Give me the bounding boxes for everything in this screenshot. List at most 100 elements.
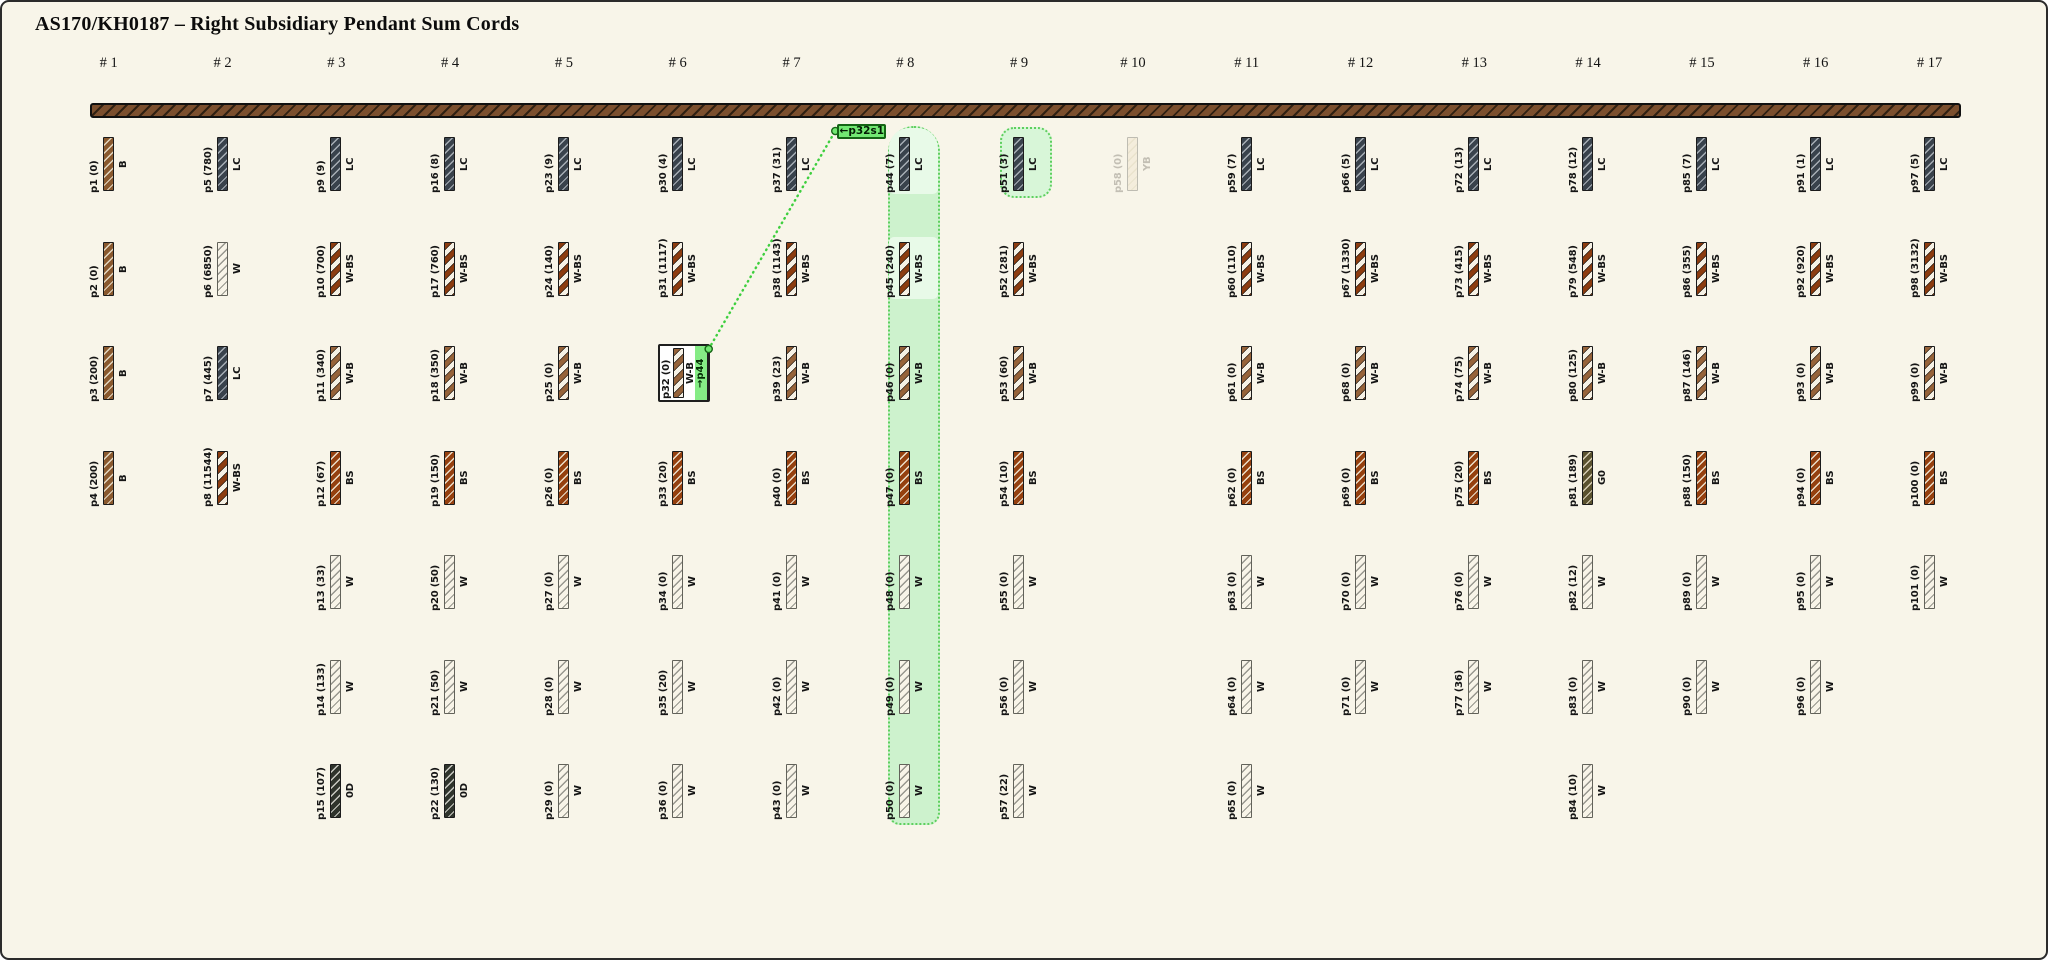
pendant-p49[interactable]: p49 (0) W: [877, 659, 933, 716]
pendant-p39[interactable]: p39 (23) W-B: [764, 346, 820, 402]
pendant-p36[interactable]: p36 (0) W: [650, 764, 706, 820]
pendant-p53[interactable]: p53 (60) W-B: [991, 346, 1047, 402]
pendant-p33[interactable]: p33 (20) BS: [650, 450, 706, 507]
pendant-p69[interactable]: p69 (0) BS: [1333, 450, 1389, 507]
pendant-p50[interactable]: p50 (0) W: [877, 764, 933, 820]
pendant-p7[interactable]: p7 (445) LC: [195, 346, 251, 402]
pendant-p93[interactable]: p93 (0) W-B: [1788, 346, 1844, 402]
pendant-p94[interactable]: p94 (0) BS: [1788, 450, 1844, 507]
pendant-p6[interactable]: p6 (6850) W: [195, 241, 251, 298]
pendant-p60[interactable]: p60 (110) W-BS: [1219, 241, 1275, 298]
pendant-p86[interactable]: p86 (355) W-BS: [1674, 241, 1730, 298]
pendant-p8[interactable]: p8 (11544) W-BS: [195, 447, 251, 507]
pendant-p41[interactable]: p41 (0) W: [764, 555, 820, 611]
pendant-p40[interactable]: p40 (0) BS: [764, 450, 820, 507]
pendant-p80[interactable]: p80 (125) W-B: [1560, 346, 1616, 402]
sum-link-label[interactable]: ←p32s1: [837, 123, 887, 139]
pendant-p85[interactable]: p85 (7) LC: [1674, 137, 1730, 193]
pendant-p83[interactable]: p83 (0) W: [1560, 659, 1616, 716]
pendant-p47[interactable]: p47 (0) BS: [877, 450, 933, 507]
pendant-p71[interactable]: p71 (0) W: [1333, 659, 1389, 716]
pendant-p65[interactable]: p65 (0) W: [1219, 764, 1275, 820]
pendant-p87[interactable]: p87 (146) W-B: [1674, 346, 1730, 402]
pendant-p44[interactable]: p44 (7) LC: [877, 137, 933, 193]
pendant-p4[interactable]: p4 (200) B: [81, 450, 137, 507]
pendant-p57[interactable]: p57 (22) W: [991, 764, 1047, 820]
pendant-p98[interactable]: p98 (3132) W-BS: [1902, 238, 1958, 298]
pendant-p81[interactable]: p81 (189) G0: [1560, 450, 1616, 507]
pendant-p9[interactable]: p9 (9) LC: [308, 137, 364, 193]
pendant-p17[interactable]: p17 (760) W-BS: [422, 241, 478, 298]
pendant-p23[interactable]: p23 (9) LC: [536, 137, 592, 193]
pendant-p27[interactable]: p27 (0) W: [536, 555, 592, 611]
pendant-p1[interactable]: p1 (0) B: [81, 137, 137, 193]
sum-link-source-tag[interactable]: →p44: [694, 346, 708, 400]
pendant-p55[interactable]: p55 (0) W: [991, 555, 1047, 611]
pendant-p38[interactable]: p38 (1143) W-BS: [764, 238, 820, 298]
pendant-p46[interactable]: p46 (0) W-B: [877, 346, 933, 402]
pendant-p43[interactable]: p43 (0) W: [764, 764, 820, 820]
pendant-p52[interactable]: p52 (281) W-BS: [991, 241, 1047, 298]
pendant-p16[interactable]: p16 (8) LC: [422, 137, 478, 193]
pendant-p5[interactable]: p5 (780) LC: [195, 137, 251, 193]
pendant-p45[interactable]: p45 (240) W-BS: [877, 241, 933, 298]
pendant-p61[interactable]: p61 (0) W-B: [1219, 346, 1275, 402]
pendant-p19[interactable]: p19 (150) BS: [422, 450, 478, 507]
pendant-p96[interactable]: p96 (0) W: [1788, 659, 1844, 716]
pendant-p84[interactable]: p84 (10) W: [1560, 764, 1616, 820]
pendant-p2[interactable]: p2 (0) B: [81, 241, 137, 298]
pendant-p35[interactable]: p35 (20) W: [650, 659, 706, 716]
pendant-p3[interactable]: p3 (200) B: [81, 346, 137, 402]
pendant-p70[interactable]: p70 (0) W: [1333, 555, 1389, 611]
pendant-p72[interactable]: p72 (13) LC: [1446, 137, 1502, 193]
pendant-p42[interactable]: p42 (0) W: [764, 659, 820, 716]
pendant-p37[interactable]: p37 (31) LC: [764, 137, 820, 193]
pendant-p97[interactable]: p97 (5) LC: [1902, 137, 1958, 193]
pendant-p78[interactable]: p78 (12) LC: [1560, 137, 1616, 193]
pendant-p92[interactable]: p92 (920) W-BS: [1788, 241, 1844, 298]
pendant-p15[interactable]: p15 (107) 0D: [308, 764, 364, 820]
pendant-p73[interactable]: p73 (415) W-BS: [1446, 241, 1502, 298]
pendant-p31[interactable]: p31 (1117) W-BS: [650, 238, 706, 298]
pendant-p14[interactable]: p14 (133) W: [308, 659, 364, 716]
pendant-p58[interactable]: p58 (0) YB: [1105, 137, 1161, 193]
pendant-p18[interactable]: p18 (350) W-B: [422, 346, 478, 402]
pendant-p48[interactable]: p48 (0) W: [877, 555, 933, 611]
pendant-p11[interactable]: p11 (340) W-B: [308, 346, 364, 402]
pendant-p62[interactable]: p62 (0) BS: [1219, 450, 1275, 507]
pendant-p21[interactable]: p21 (50) W: [422, 659, 478, 716]
pendant-p91[interactable]: p91 (1) LC: [1788, 137, 1844, 193]
pendant-p20[interactable]: p20 (50) W: [422, 555, 478, 611]
pendant-p63[interactable]: p63 (0) W: [1219, 555, 1275, 611]
pendant-p100[interactable]: p100 (0) BS: [1902, 450, 1958, 507]
pendant-p51[interactable]: p51 (3) LC: [991, 137, 1047, 193]
pendant-p59[interactable]: p59 (7) LC: [1219, 137, 1275, 193]
pendant-p26[interactable]: p26 (0) BS: [536, 450, 592, 507]
pendant-p68[interactable]: p68 (0) W-B: [1333, 346, 1389, 402]
pendant-p77[interactable]: p77 (36) W: [1446, 659, 1502, 716]
pendant-p101[interactable]: p101 (0) W: [1902, 555, 1958, 611]
pendant-p76[interactable]: p76 (0) W: [1446, 555, 1502, 611]
pendant-p30[interactable]: p30 (4) LC: [650, 137, 706, 193]
pendant-p90[interactable]: p90 (0) W: [1674, 659, 1730, 716]
pendant-p12[interactable]: p12 (67) BS: [308, 450, 364, 507]
pendant-p32-selected-box[interactable]: p32 (0) W-B →p44: [657, 344, 710, 402]
pendant-p75[interactable]: p75 (20) BS: [1446, 450, 1502, 507]
pendant-p24[interactable]: p24 (140) W-BS: [536, 241, 592, 298]
pendant-p25[interactable]: p25 (0) W-B: [536, 346, 592, 402]
pendant-p88[interactable]: p88 (150) BS: [1674, 450, 1730, 507]
pendant-p34[interactable]: p34 (0) W: [650, 555, 706, 611]
pendant-p13[interactable]: p13 (33) W: [308, 555, 364, 611]
pendant-p82[interactable]: p82 (12) W: [1560, 555, 1616, 611]
pendant-p10[interactable]: p10 (700) W-BS: [308, 241, 364, 298]
pendant-p64[interactable]: p64 (0) W: [1219, 659, 1275, 716]
pendant-p99[interactable]: p99 (0) W-B: [1902, 346, 1958, 402]
pendant-p29[interactable]: p29 (0) W: [536, 764, 592, 820]
pendant-p22[interactable]: p22 (130) 0D: [422, 764, 478, 820]
pendant-p54[interactable]: p54 (10) BS: [991, 450, 1047, 507]
pendant-p89[interactable]: p89 (0) W: [1674, 555, 1730, 611]
pendant-p66[interactable]: p66 (5) LC: [1333, 137, 1389, 193]
pendant-p79[interactable]: p79 (548) W-BS: [1560, 241, 1616, 298]
pendant-p74[interactable]: p74 (75) W-B: [1446, 346, 1502, 402]
pendant-p56[interactable]: p56 (0) W: [991, 659, 1047, 716]
